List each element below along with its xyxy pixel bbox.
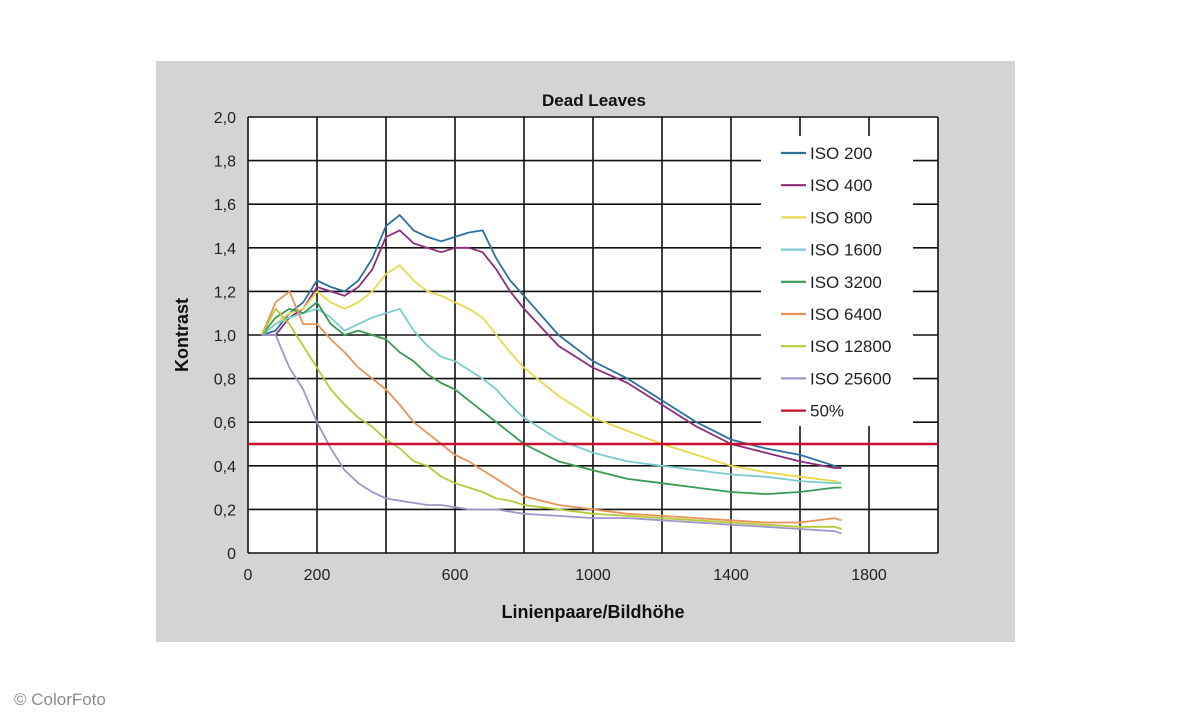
y-axis-label: Kontrast <box>172 298 192 372</box>
series-line-iso-3200 <box>261 301 842 496</box>
series-line-iso-1600 <box>261 307 842 485</box>
chart-title: Dead Leaves <box>542 91 646 110</box>
legend-label: ISO 12800 <box>810 337 891 356</box>
dead-leaves-chart: Dead Leaves 0 200 600 1000 1400 1800 0 0,2 0,4 0,… <box>172 91 939 622</box>
x-tick-label: 0 <box>244 567 253 584</box>
y-tick-label: 2,0 <box>214 110 236 127</box>
series-lines <box>260 214 842 535</box>
legend-label: ISO 3200 <box>810 273 882 292</box>
x-tick-label: 1000 <box>575 567 611 584</box>
y-tick-label: 1,2 <box>214 284 236 301</box>
y-tick-label: 1,0 <box>214 328 236 345</box>
legend-label: ISO 25600 <box>810 369 891 388</box>
series-line-iso-400 <box>261 229 842 469</box>
y-tick-label: 0,2 <box>214 502 236 519</box>
series-line-iso-200 <box>261 214 842 469</box>
axis-ticks: 0 200 600 1000 1400 1800 0 0,2 0,4 0,6 0,8 1,0 1,2 1,… <box>214 110 887 584</box>
y-tick-label: 0 <box>227 546 236 563</box>
y-tick-label: 1,6 <box>214 197 236 214</box>
legend-label: 50% <box>810 402 844 421</box>
series-line-iso-800 <box>261 264 842 485</box>
legend-label: ISO 6400 <box>810 305 882 324</box>
x-tick-label: 1400 <box>713 567 749 584</box>
y-tick-label: 0,6 <box>214 415 236 432</box>
chart-panel: Dead Leaves 0 200 600 1000 1400 1800 0 0,2 0,4 0,… <box>156 61 1015 642</box>
legend: ISO 200 ISO 400 ISO 800 ISO 1600 ISO 3200 ISO… <box>761 136 913 426</box>
x-tick-label: 200 <box>304 567 331 584</box>
copyright-credit: © ColorFoto <box>14 690 106 709</box>
legend-label: ISO 800 <box>810 208 872 227</box>
legend-label: ISO 400 <box>810 176 872 195</box>
y-tick-label: 1,8 <box>214 154 236 171</box>
series-line-iso-12800 <box>261 307 842 530</box>
x-tick-label: 600 <box>442 567 469 584</box>
x-tick-label: 1800 <box>851 567 887 584</box>
legend-label: ISO 200 <box>810 144 872 163</box>
y-tick-label: 0,4 <box>214 459 236 476</box>
y-tick-label: 1,4 <box>214 241 236 258</box>
y-tick-label: 0,8 <box>214 372 236 389</box>
series-line-iso-6400 <box>260 290 842 524</box>
x-axis-label: Linienpaare/Bildhöhe <box>501 602 684 622</box>
legend-label: ISO 1600 <box>810 241 882 260</box>
